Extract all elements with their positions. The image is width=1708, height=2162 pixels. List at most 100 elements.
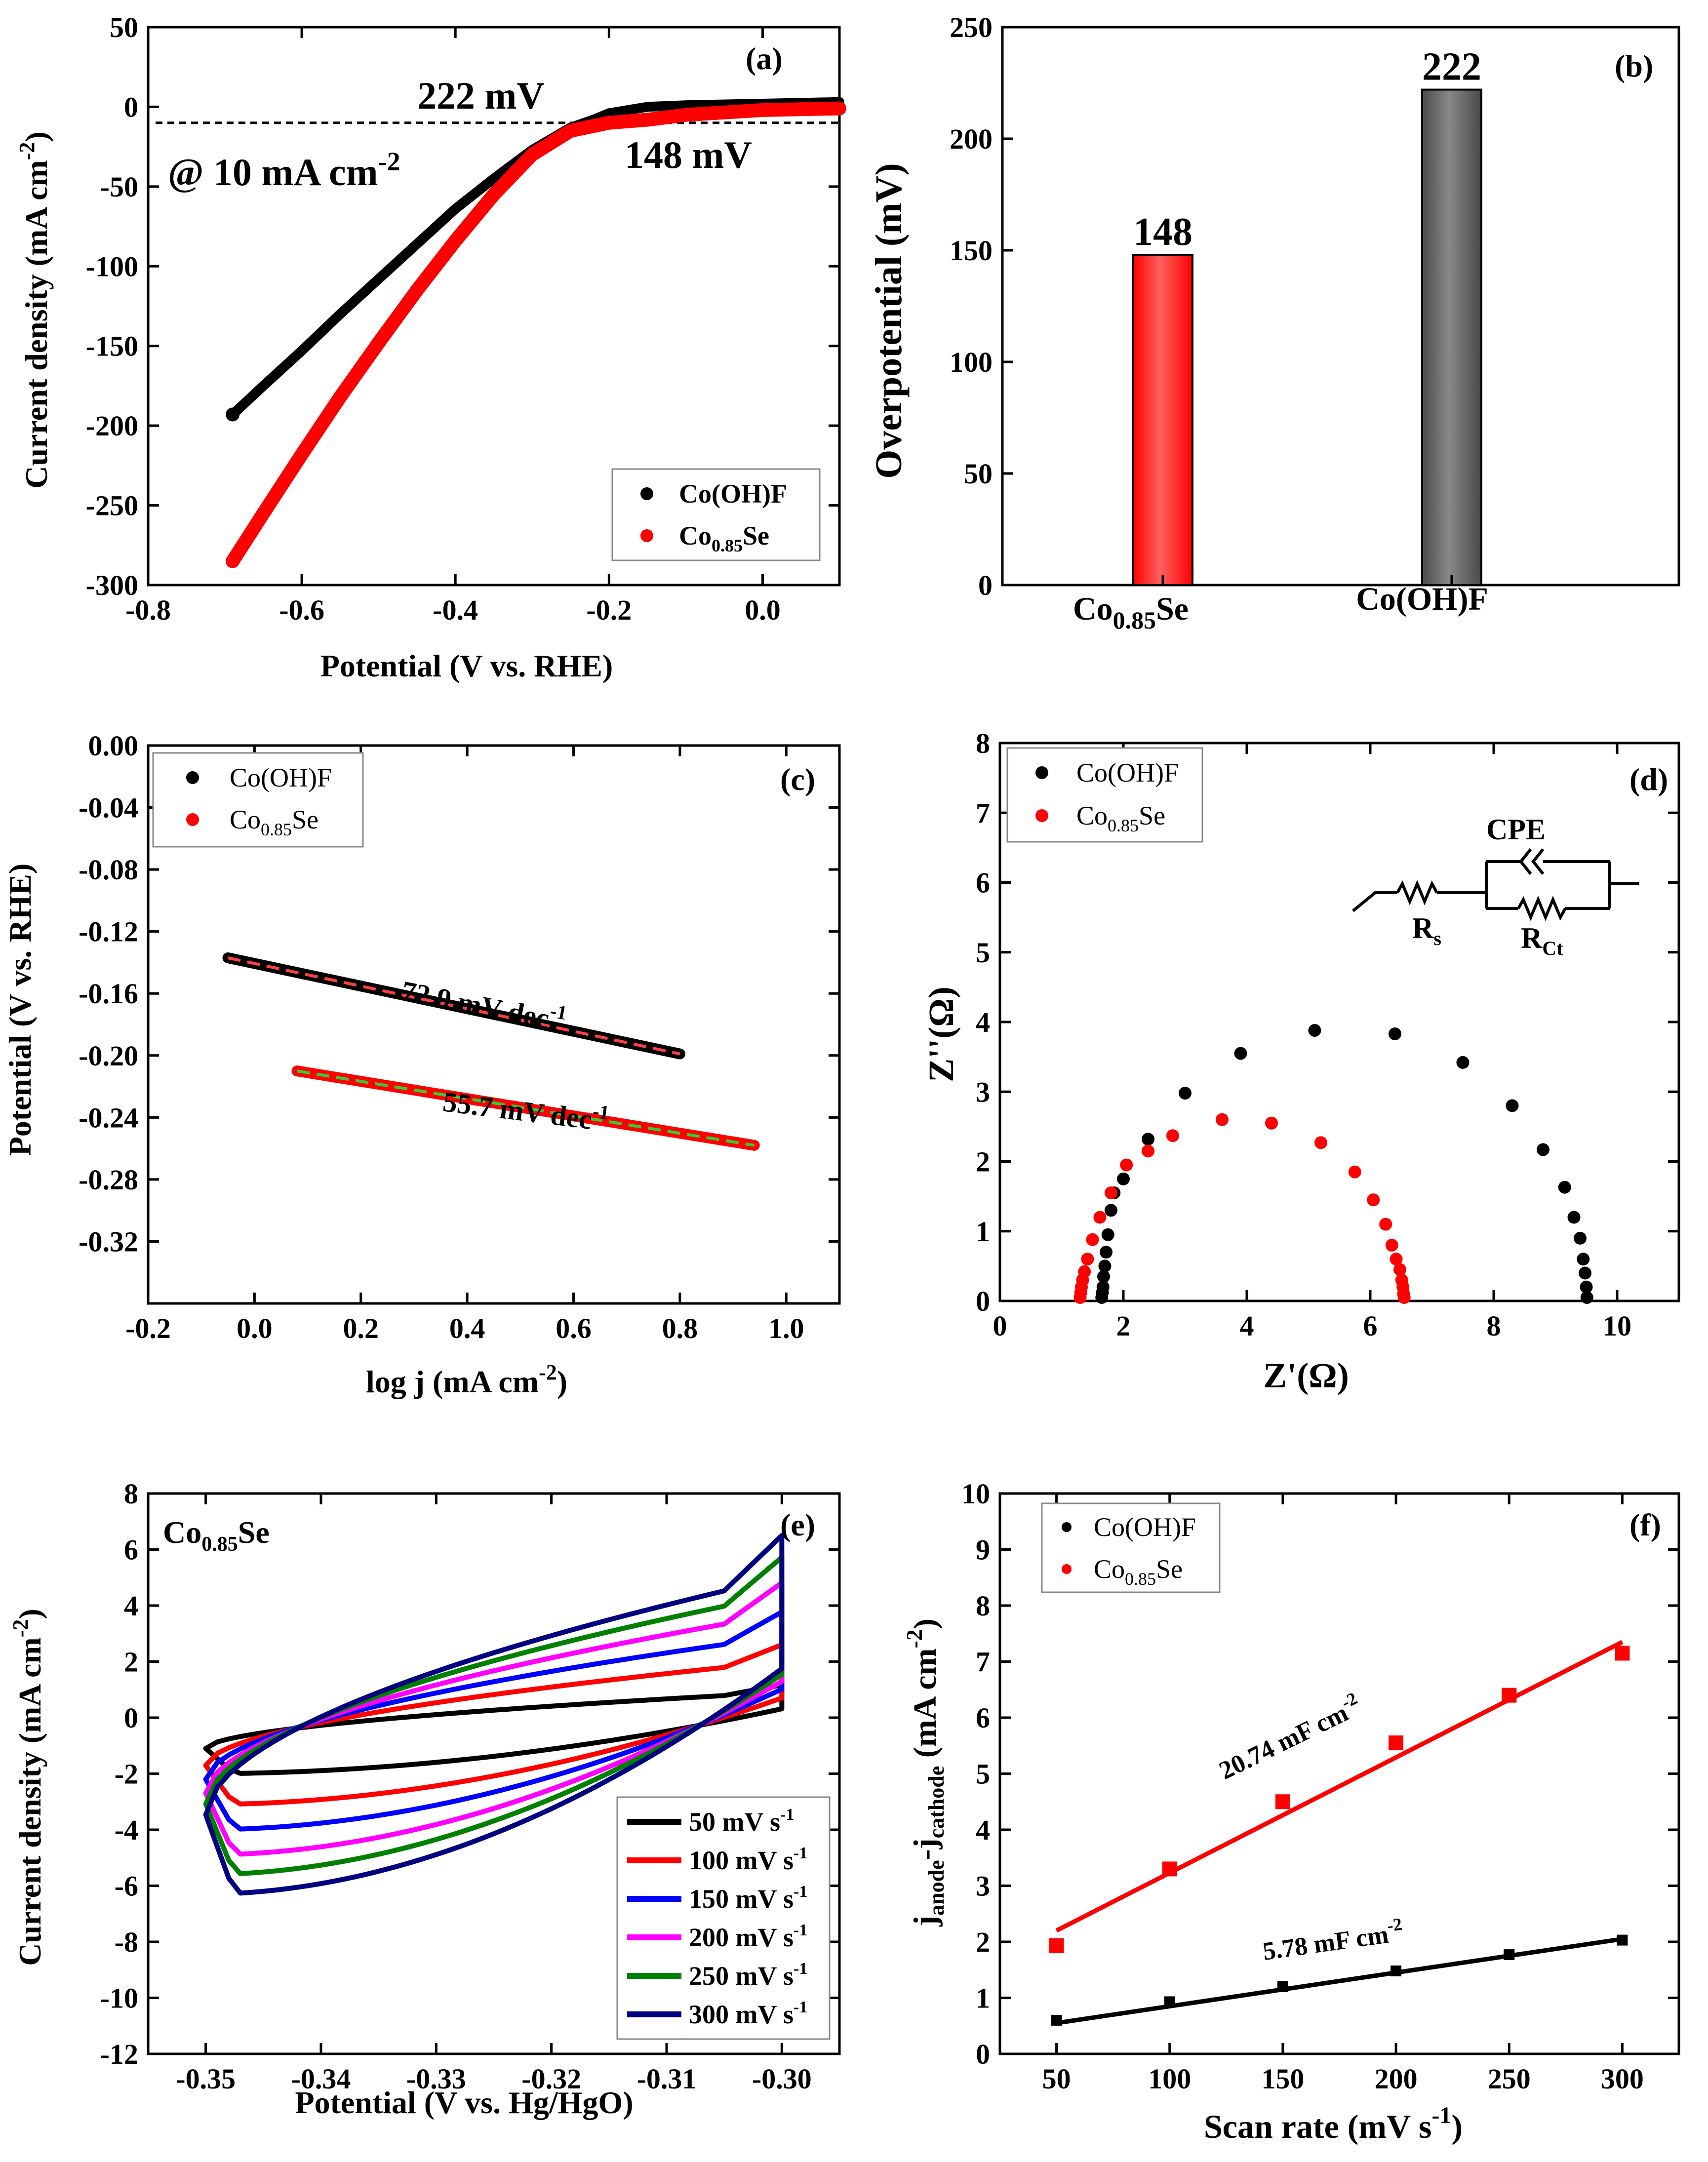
panel-a-plot-area: -0.8 -0.6 -0.4 -0.2 0.0 -300 -250 -200 -150 -100 -…	[86, 11, 846, 626]
circuit-label-rct-main: R	[1521, 922, 1543, 954]
panel-d-y-tick-label: 6	[976, 867, 990, 899]
panel-f-y-tick-label: 9	[976, 1534, 990, 1566]
panel-f-legend-label-coohf: Co(OH)F	[1094, 1512, 1196, 1542]
circuit-lead-left	[1352, 891, 1397, 912]
panel-a-y-axis-title: Current density (mA cm-2)	[15, 131, 54, 488]
panel-d-point	[1390, 1253, 1403, 1266]
panel-c-y-tick-label: 0.00	[88, 730, 139, 762]
panel-d-point	[1580, 1291, 1593, 1304]
panel-d-point	[1078, 1265, 1091, 1278]
panel-d-y-tick-label: 1	[976, 1216, 990, 1248]
panel-d-x-tick-label: 2	[1116, 1310, 1131, 1342]
panel-f-y-tick-label: 3	[976, 1870, 990, 1902]
panel-d-point	[1101, 1228, 1114, 1241]
panel-a-series-line-1	[226, 101, 846, 568]
panel-f-fit-line-0	[1056, 1936, 1623, 2026]
panel-c-y-tick-label: -0.24	[79, 1101, 138, 1134]
panel-c-y-tick-label: -0.12	[79, 916, 138, 948]
panel-f-point	[1277, 1981, 1288, 1992]
panel-c: -0.2 0.0 0.2 0.4 0.6 0.8 1.0 0.00 -0.04 -0.08 -0.1…	[2, 730, 841, 1399]
panel-d-point	[1096, 1280, 1110, 1294]
circuit-label-rs-sub: s	[1433, 927, 1441, 949]
panel-d-point	[1574, 1231, 1587, 1245]
panel-a-y-tick-label: -200	[86, 410, 138, 442]
panel-d-point	[1456, 1056, 1470, 1069]
panel-a-y-tick-label: 50	[110, 11, 138, 43]
panel-b-y-tick-label: 200	[950, 123, 993, 155]
panel-d-y-tick-label: 0	[976, 1285, 990, 1317]
panel-f-label: (f)	[1629, 1507, 1661, 1542]
panel-a-series-line-0	[228, 97, 844, 420]
panel-c-y-tick-label: -0.28	[79, 1164, 138, 1196]
panel-b-y-tick-label: 100	[950, 346, 993, 378]
panel-e-legend-label-sup: -1	[794, 1883, 807, 1901]
panel-b-y-tick-label: 250	[950, 11, 993, 43]
circuit-cpe-element-2	[1519, 848, 1545, 875]
panel-a-x-tick-label: 0.0	[745, 594, 781, 626]
panel-c-annotation-coohf-slope: 72.9 mV dec-1	[399, 971, 569, 1038]
panel-a-label: (a)	[746, 41, 783, 76]
panel-b-category-label-cose: Co0.85Se	[1073, 591, 1189, 634]
panel-e-legend-label-sup: -1	[794, 1844, 807, 1862]
panel-d-point	[1579, 1266, 1591, 1280]
circuit-label-rct-sub: Ct	[1542, 937, 1563, 959]
panel-f-point	[1504, 1949, 1515, 1961]
panel-c-y-tick-label: -0.08	[79, 854, 138, 886]
panel-b-bar-value-label: 148	[1133, 210, 1192, 254]
panel-e-y-tick-label: -8	[115, 1926, 138, 1958]
panel-c-y-axis-title: Potential (V vs. RHE)	[2, 864, 38, 1156]
panel-c-label: (c)	[780, 762, 815, 797]
panel-b: 0 50 100 150 200 250 148 222 Overpotential (mV)…	[868, 11, 1680, 634]
panel-c-plot-area: -0.2 0.0 0.2 0.4 0.6 0.8 1.0 0.00 -0.04 -0.08 -0.1…	[79, 730, 841, 1344]
panel-e-cv-loop-5	[203, 1533, 785, 1896]
panel-d-legend-marker-cose	[1035, 809, 1048, 822]
panel-e-y-axis-title: Current density (mA cm-2)	[8, 1609, 47, 1965]
panel-f-point	[1162, 1861, 1177, 1877]
circuit-label-rct: RCt	[1521, 922, 1563, 959]
panel-e-sample-label: Co0.85Se	[163, 1515, 270, 1556]
panel-a-y-tick-label: 0	[124, 91, 138, 123]
panel-f-y-tick-label: 5	[976, 1758, 990, 1790]
panel-a-legend: Co(OH)F Co0.85Se	[611, 468, 821, 561]
panel-d-point	[1166, 1129, 1179, 1142]
panel-a-annotation-148mv: 148 mV	[625, 133, 752, 176]
panel-c-y-tick-label: -0.04	[79, 792, 138, 824]
panel-d-point	[1567, 1211, 1581, 1224]
panel-d-point	[1179, 1087, 1192, 1100]
panel-b-bar-value-label: 222	[1422, 45, 1481, 89]
circuit-label-cpe: CPE	[1486, 813, 1546, 846]
panel-e-legend-label-4: 250 mV s-1	[689, 1960, 807, 1991]
panel-a-x-tick-label: -0.2	[586, 594, 632, 626]
panel-f-point	[1051, 2014, 1062, 2026]
panel-e-x-tick-label: -0.30	[752, 2063, 812, 2095]
panel-b-y-tick-label: 0	[978, 569, 993, 601]
panel-f-point	[1275, 1794, 1290, 1809]
panel-d-point	[1216, 1113, 1229, 1126]
panel-a-y-tick-label: -150	[86, 330, 138, 362]
panel-e-x-tick-label: -0.32	[521, 2063, 581, 2095]
panel-b-y-tick-label: 150	[950, 235, 993, 267]
panel-c-x-tick-label: 0.2	[343, 1312, 379, 1344]
panel-c-x-tick-label: 0.4	[449, 1312, 485, 1344]
panel-e-x-tick-label: -0.35	[176, 2063, 236, 2095]
panel-f-annotation-cose-slope: 20.74 mF cm-2	[1213, 1688, 1366, 1785]
panel-d-point	[1265, 1116, 1278, 1130]
panel-f: 50 100 150 200 250 300 0 1 2 3 4 5 6 7 8 9 10 Scan rate …	[902, 1478, 1680, 2145]
circuit-label-rs: Rs	[1412, 912, 1441, 949]
panel-f-x-tick-label: 100	[1148, 2063, 1191, 2095]
panel-e-y-tick-label: 6	[124, 1534, 138, 1566]
panel-d-point	[1098, 1259, 1112, 1273]
panel-c-legend-label-cose: Co0.85Se	[230, 805, 318, 839]
panel-f-y-tick-label: 0	[976, 2038, 990, 2070]
panel-d-point	[1100, 1246, 1112, 1259]
panel-c-fit-line-1	[297, 1069, 755, 1147]
panel-d-point	[1580, 1280, 1593, 1294]
panel-d-y-tick-label: 4	[976, 1006, 990, 1038]
panel-e-y-tick-label: 4	[124, 1590, 138, 1622]
circuit-label-rs-main: R	[1412, 912, 1434, 944]
panel-a-y-tick-label: -50	[100, 171, 138, 203]
panel-f-x-axis-title: Scan rate (mV s-1)	[1204, 2102, 1463, 2145]
panel-d-point	[1308, 1023, 1321, 1037]
panel-f-point	[1615, 1646, 1630, 1661]
panel-f-x-tick-label: 150	[1261, 2063, 1304, 2095]
